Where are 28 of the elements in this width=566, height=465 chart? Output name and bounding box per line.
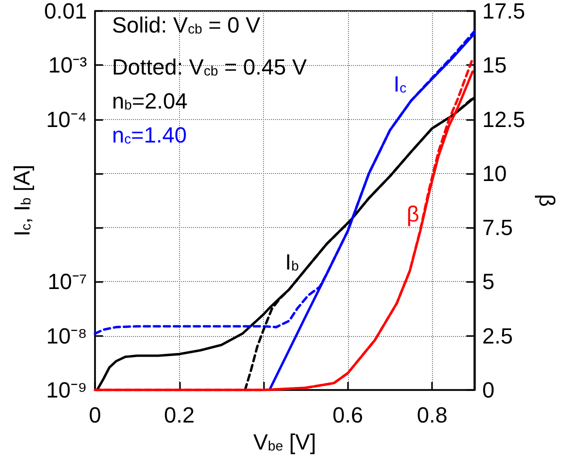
annotation: Dotted: Vcb = 0.45 V [112, 54, 308, 80]
y-tick-label: 10⁻⁴ [46, 106, 87, 132]
y2-tick-label: 2.5 [482, 323, 513, 348]
x-tick-label: 0 [88, 402, 102, 428]
y-tick-label: 10⁻⁹ [46, 378, 87, 402]
annotation: nc=1.40 [112, 122, 187, 148]
y2-tick-label: 0 [482, 378, 495, 402]
x-tick-label: 0.6 [332, 402, 364, 428]
x-tick-label: 0.2 [164, 402, 195, 428]
annotation: Solid: Vcb = 0 V [112, 12, 261, 38]
x-axis-title: Vbe [V] [253, 429, 316, 454]
y2-tick-label: 12.5 [482, 106, 526, 132]
y-tick-label: 10⁻³ [48, 52, 87, 78]
annotation: Ic [394, 72, 407, 96]
y-tick-label: 10⁻⁸ [46, 323, 87, 348]
y-axis-title: Ic, Ib [A] [10, 164, 34, 236]
y2-tick-label: 10 [482, 160, 507, 186]
annotation: β [406, 202, 420, 226]
y2-tick-label: 5 [482, 269, 495, 294]
y-tick-label: 0.01 [44, 0, 87, 24]
y-tick-label: 10⁻⁷ [48, 269, 88, 294]
y2-tick-label: 7.5 [482, 215, 513, 240]
x-tick-label: 0.8 [416, 402, 448, 428]
y2-tick-label: 15 [482, 52, 507, 78]
y2-tick-label: 17.5 [482, 0, 526, 24]
y2-axis-title: β [534, 194, 560, 207]
annotation: Ib [285, 250, 299, 274]
annotation: nb=2.04 [112, 88, 188, 114]
